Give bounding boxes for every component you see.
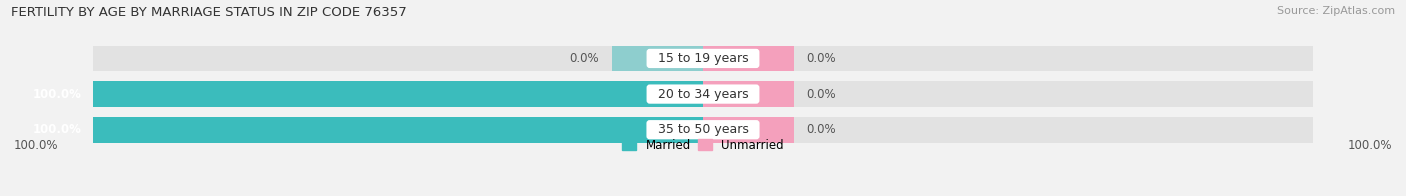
Bar [612,46,703,71]
Text: 100.0%: 100.0% [32,123,82,136]
Bar [93,81,612,107]
Text: 0.0%: 0.0% [807,52,837,65]
Bar [703,81,794,107]
Bar [93,81,1313,107]
Text: FERTILITY BY AGE BY MARRIAGE STATUS IN ZIP CODE 76357: FERTILITY BY AGE BY MARRIAGE STATUS IN Z… [11,6,406,19]
Text: 0.0%: 0.0% [807,123,837,136]
Bar [93,117,612,142]
Text: 100.0%: 100.0% [1347,139,1392,152]
Text: 15 to 19 years: 15 to 19 years [650,52,756,65]
Bar [93,117,1313,142]
Bar [703,46,794,71]
Text: 100.0%: 100.0% [14,139,59,152]
Bar [93,46,1313,71]
Text: 100.0%: 100.0% [32,88,82,101]
Text: 35 to 50 years: 35 to 50 years [650,123,756,136]
Text: Source: ZipAtlas.com: Source: ZipAtlas.com [1277,6,1395,16]
Legend: Married, Unmarried: Married, Unmarried [617,134,789,156]
Bar [612,117,703,142]
Text: 0.0%: 0.0% [807,88,837,101]
Text: 20 to 34 years: 20 to 34 years [650,88,756,101]
Bar [703,117,794,142]
Text: 0.0%: 0.0% [569,52,599,65]
Bar [612,81,703,107]
